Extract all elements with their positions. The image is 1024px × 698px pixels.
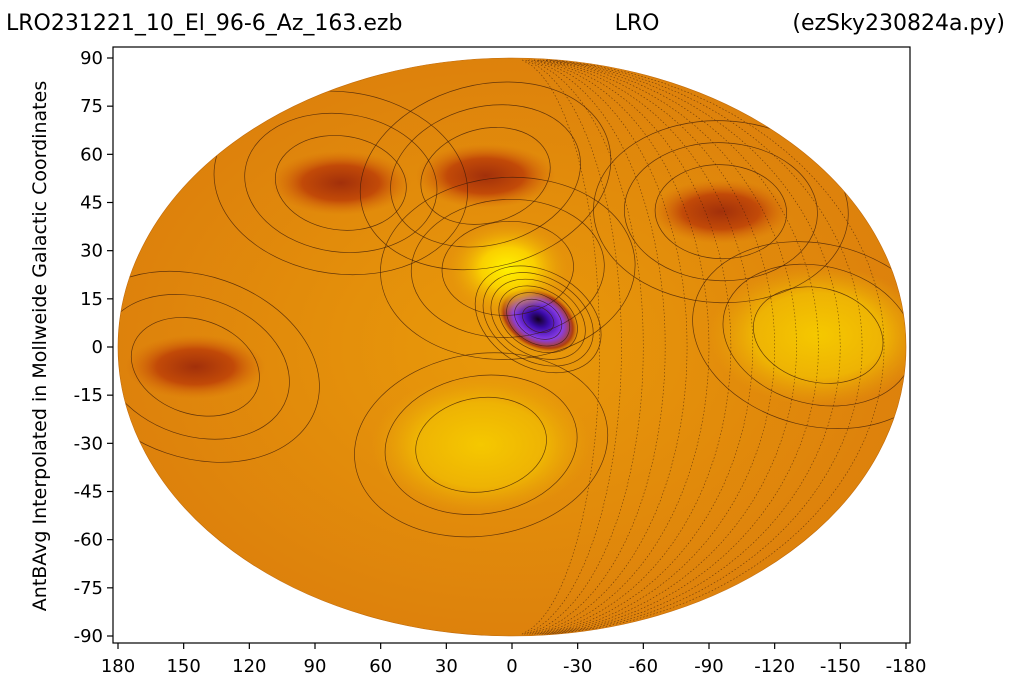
x-tick-label: 150	[166, 656, 200, 677]
contour-line	[526, 59, 644, 635]
contour-line	[130, 317, 260, 417]
x-tick-label: 90	[304, 656, 327, 677]
contour-line	[623, 142, 818, 282]
map-feature-maximum-3	[371, 374, 592, 515]
y-tick-label: -90	[74, 626, 103, 647]
title-center: LRO	[615, 11, 660, 36]
y-tick-label: -45	[74, 482, 103, 503]
contour-line	[548, 59, 841, 635]
contour-line	[541, 59, 776, 635]
contour-line	[213, 90, 468, 276]
contour-line	[482, 272, 594, 367]
contour-line	[380, 176, 636, 360]
y-tick-label: 15	[80, 289, 103, 310]
contour-line	[498, 285, 578, 354]
y-axis-label: AntBAvg Interpolated in Mollweide Galact…	[29, 81, 51, 611]
y-tick-label: 30	[80, 241, 103, 262]
y-tick-label: 0	[92, 337, 103, 358]
contour-line	[490, 278, 586, 360]
y-axis: 90 75 60 45 30 15 0 -15 -30 -45 -60 -75 -90	[74, 48, 113, 647]
contour-line	[593, 120, 849, 304]
contour-line	[544, 59, 797, 635]
x-tick-label: 30	[435, 656, 458, 677]
contour-line	[521, 59, 600, 635]
y-tick-label: -75	[74, 578, 103, 599]
map-feature-low-7	[125, 334, 266, 399]
contour-line	[752, 286, 884, 384]
x-tick-label: 0	[506, 656, 517, 677]
contour-line	[441, 220, 574, 316]
y-tick-label: -15	[74, 385, 103, 406]
x-tick-label: -90	[694, 656, 723, 677]
x-axis: 180 150 120 90 60 30 0 -30 -60 -90 -120 -150 -180	[101, 643, 927, 677]
y-tick-label: 45	[80, 193, 103, 214]
y-tick-label: -60	[74, 530, 103, 551]
x-tick-label: -180	[886, 656, 927, 677]
contour-line	[546, 59, 819, 635]
contour-line	[474, 265, 602, 374]
sky-map	[118, 58, 906, 636]
contour-line	[524, 59, 622, 635]
map-feature-low-4	[270, 150, 411, 215]
contour-lines	[117, 57, 907, 637]
x-tick-label: 60	[369, 656, 392, 677]
contour-line	[722, 263, 906, 407]
map-feature-maximum-1	[447, 222, 568, 315]
contour-line	[522, 305, 555, 334]
contour-line	[506, 292, 570, 347]
contour-line	[529, 59, 666, 635]
contour-line	[359, 81, 612, 271]
contour-line	[354, 352, 609, 538]
x-tick-label: -60	[629, 656, 658, 677]
contour-line	[534, 59, 710, 635]
contour-line	[274, 135, 407, 231]
contour-line	[410, 198, 605, 338]
contour-line	[553, 59, 885, 635]
x-tick-label: 120	[232, 656, 266, 677]
contour-line	[244, 112, 438, 253]
title-right: (ezSky230824a.py)	[792, 11, 1005, 36]
contour-line	[514, 298, 563, 340]
title-left: LRO231221_10_El_96-6_Az_163.ezb	[6, 11, 402, 36]
contour-line	[118, 294, 290, 440]
contour-line	[384, 374, 578, 515]
y-tick-label: 60	[80, 144, 103, 165]
map-feature-low-6	[650, 179, 791, 244]
contour-line	[539, 59, 754, 635]
contour-line	[536, 59, 732, 635]
contour-line	[654, 164, 788, 260]
contour-line	[420, 127, 551, 225]
y-tick-label: -30	[74, 433, 103, 454]
map-feature-low-5	[415, 143, 556, 208]
x-tick-label: -30	[563, 656, 592, 677]
contour-line	[551, 59, 863, 635]
y-tick-label: 90	[80, 48, 103, 69]
contour-line	[692, 241, 906, 429]
y-tick-label: 75	[80, 96, 103, 117]
x-tick-label: -120	[754, 656, 795, 677]
contour-line	[415, 396, 547, 493]
x-tick-label: -150	[820, 656, 861, 677]
contour-line	[118, 270, 320, 463]
x-tick-label: 180	[101, 656, 135, 677]
contour-line	[531, 59, 688, 635]
contour-line	[390, 104, 581, 248]
